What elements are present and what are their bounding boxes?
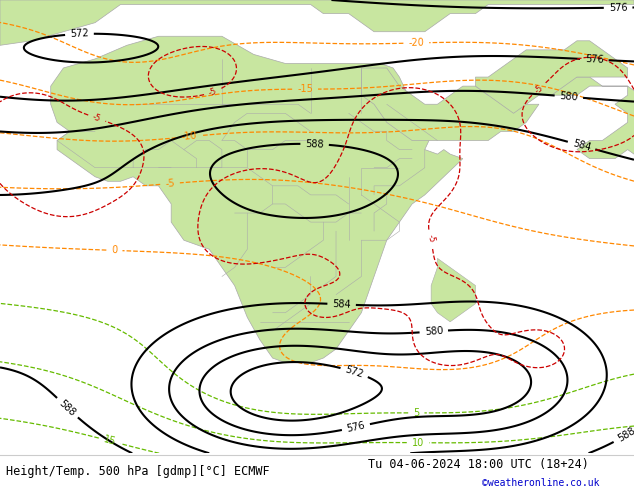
Polygon shape — [0, 0, 634, 46]
Text: Tu 04-06-2024 18:00 UTC (18+24): Tu 04-06-2024 18:00 UTC (18+24) — [368, 458, 588, 471]
Text: Height/Temp. 500 hPa [gdmp][°C] ECMWF: Height/Temp. 500 hPa [gdmp][°C] ECMWF — [6, 465, 270, 478]
Text: 580: 580 — [559, 91, 578, 102]
Text: 10: 10 — [411, 438, 424, 448]
Text: ©weatheronline.co.uk: ©weatheronline.co.uk — [482, 478, 599, 488]
Text: 576: 576 — [609, 2, 628, 13]
Text: -5: -5 — [425, 234, 436, 244]
Text: 580: 580 — [424, 326, 443, 337]
Text: 0: 0 — [111, 245, 118, 255]
Text: -5: -5 — [165, 178, 175, 189]
Polygon shape — [476, 41, 628, 113]
Polygon shape — [361, 68, 539, 141]
Text: 5: 5 — [413, 408, 420, 418]
Text: 576: 576 — [346, 420, 366, 434]
Text: 584: 584 — [571, 138, 592, 153]
Text: 588: 588 — [305, 139, 324, 149]
Text: -5: -5 — [207, 86, 219, 98]
Polygon shape — [431, 258, 476, 322]
Polygon shape — [552, 77, 634, 159]
Text: 584: 584 — [332, 299, 351, 310]
Text: 572: 572 — [70, 28, 89, 39]
Text: -20: -20 — [408, 38, 424, 48]
Text: 576: 576 — [585, 54, 604, 65]
Text: -10: -10 — [181, 131, 197, 143]
Text: 15: 15 — [103, 435, 117, 447]
Text: 588: 588 — [616, 426, 634, 444]
Text: 588: 588 — [57, 398, 77, 418]
Text: -5: -5 — [91, 113, 102, 124]
Text: -15: -15 — [297, 84, 313, 94]
Text: -5: -5 — [533, 83, 545, 95]
Polygon shape — [51, 36, 463, 363]
Text: 572: 572 — [344, 365, 365, 380]
